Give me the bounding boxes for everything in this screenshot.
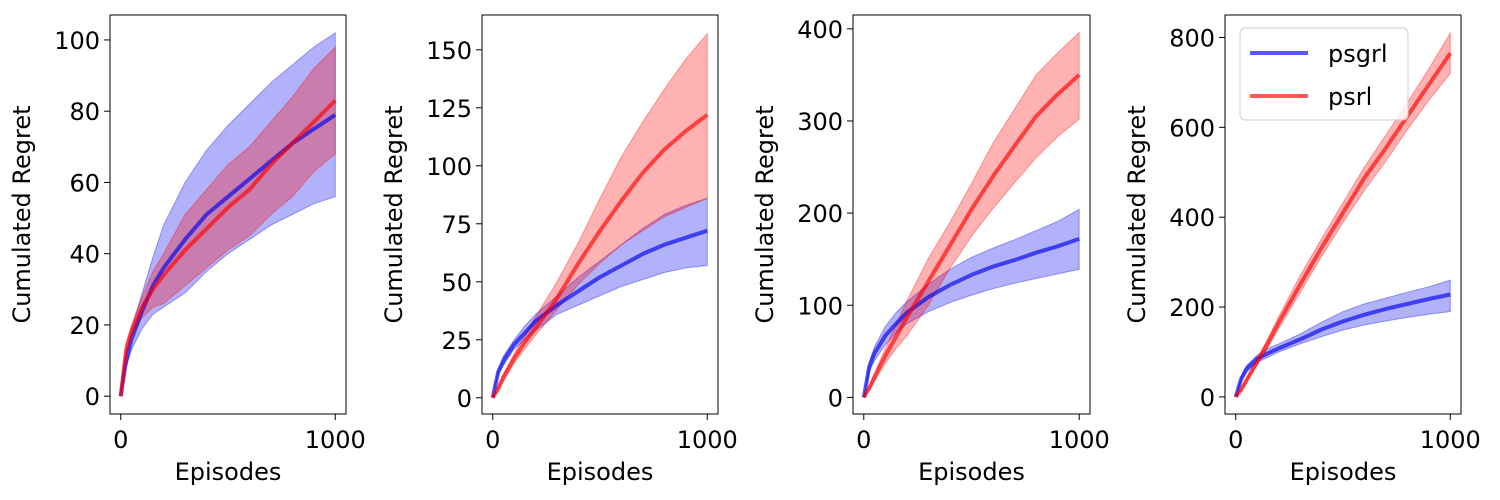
chart-panel-2: 0 1000 0 25 50 75 100 125 150 Episodes Cumulated R…	[380, 14, 738, 486]
line-psrl	[1234, 52, 1452, 399]
y-tick-label: 0	[1200, 384, 1215, 412]
y-tick-label: 100	[426, 153, 472, 181]
axes-frame	[852, 14, 1091, 415]
legend-label-psrl: psrl	[1328, 83, 1372, 111]
plot-area	[861, 31, 1081, 399]
legend: psgrl psrl	[1239, 27, 1409, 121]
y-axis-label: Cumulated Regret	[1123, 105, 1151, 323]
y-tick-label: 400	[1169, 204, 1215, 232]
band-psrl	[863, 31, 1080, 398]
y-axis-label: Cumulated Regret	[751, 105, 779, 323]
line-psgrl	[490, 228, 708, 399]
band-psgrl	[120, 31, 336, 397]
y-tick-label: 600	[1169, 114, 1215, 142]
legend-label-psgrl: psgrl	[1328, 40, 1388, 68]
band-psrl	[120, 45, 336, 397]
plot-area	[490, 32, 709, 399]
x-tick-label: 0	[1228, 426, 1243, 454]
y-tick-label: 200	[797, 200, 843, 228]
band-psgrl	[863, 208, 1080, 398]
plot-area	[1233, 31, 1452, 399]
x-tick-label: 1000	[1049, 426, 1110, 454]
y-tick-label: 60	[69, 169, 100, 197]
x-tick-label: 1000	[305, 426, 366, 454]
y-tick-label: 150	[426, 37, 472, 65]
chart-panel-1: 0 1000 0 20 40 60 80 100 Episodes Cumulated Regre…	[8, 14, 366, 486]
x-tick-label: 0	[113, 426, 128, 454]
y-tick-label: 20	[69, 312, 100, 340]
x-axis-label: Episodes	[547, 458, 654, 486]
chart-panel-4: 0 1000 0 200 400 600 800 Episodes Cumulated Regr…	[1123, 14, 1481, 486]
line-psrl	[490, 113, 709, 399]
plot-area	[118, 31, 337, 397]
x-tick-label: 0	[485, 426, 500, 454]
y-axis-label: Cumulated Regret	[380, 105, 408, 323]
x-tick-label: 0	[856, 426, 871, 454]
y-tick-label: 125	[426, 95, 472, 123]
y-tick-label: 75	[441, 211, 472, 239]
y-tick-label: 80	[69, 98, 100, 126]
y-tick-label: 0	[85, 383, 100, 411]
y-axis-label: Cumulated Regret	[8, 105, 36, 323]
x-tick-label: 1000	[677, 426, 738, 454]
y-tick-label: 800	[1169, 24, 1215, 52]
x-axis-label: Episodes	[1290, 458, 1397, 486]
y-tick-label: 200	[1169, 294, 1215, 322]
y-tick-label: 40	[69, 241, 100, 269]
axes-frame	[109, 14, 347, 415]
line-psgrl	[1233, 292, 1451, 398]
y-tick-label: 300	[797, 108, 843, 136]
x-axis-label: Episodes	[918, 458, 1025, 486]
axes-frame	[481, 14, 719, 415]
x-axis-label: Episodes	[175, 458, 282, 486]
y-tick-label: 25	[441, 327, 472, 355]
y-tick-label: 400	[797, 16, 843, 44]
y-tick-label: 0	[828, 384, 843, 412]
y-tick-label: 50	[441, 269, 472, 297]
y-tick-label: 100	[797, 292, 843, 320]
chart-panel-3: 0 1000 0 100 200 300 400 Episodes Cumulated Regr…	[751, 14, 1110, 486]
line-psrl	[862, 73, 1081, 399]
axes-frame	[1224, 14, 1462, 415]
line-psgrl	[861, 237, 1080, 398]
line-psrl	[118, 99, 337, 397]
x-tick-label: 1000	[1420, 426, 1481, 454]
y-tick-label: 100	[54, 27, 100, 55]
y-tick-label: 0	[457, 385, 472, 413]
